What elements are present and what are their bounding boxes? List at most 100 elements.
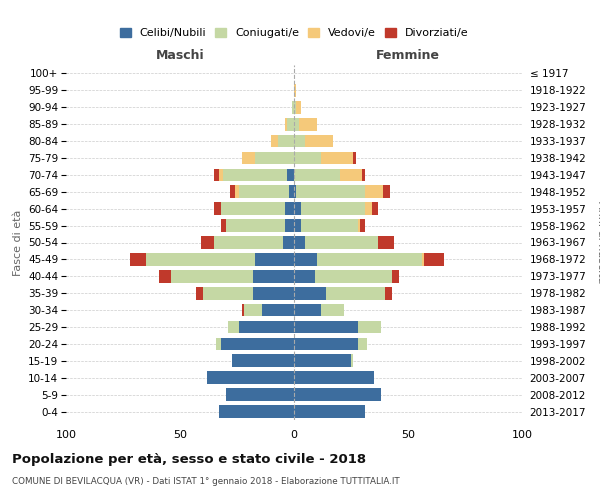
Bar <box>285 220 294 232</box>
Bar <box>239 186 289 198</box>
Bar <box>253 270 294 282</box>
Bar <box>383 186 390 198</box>
Bar <box>322 152 353 164</box>
Y-axis label: Fasce di età: Fasce di età <box>13 210 23 276</box>
Bar <box>285 118 287 130</box>
Bar <box>353 152 356 164</box>
Bar <box>294 134 305 147</box>
Bar <box>301 220 358 232</box>
Bar <box>230 186 235 198</box>
Bar <box>294 236 305 249</box>
Bar <box>314 270 392 282</box>
Bar <box>235 186 239 198</box>
Bar <box>287 168 294 181</box>
Bar <box>385 287 392 300</box>
Bar <box>301 202 365 215</box>
Bar <box>221 202 285 215</box>
Legend: Celibi/Nubili, Coniugati/e, Vedovi/e, Divorziati/e: Celibi/Nubili, Coniugati/e, Vedovi/e, Di… <box>116 24 472 42</box>
Bar <box>294 354 351 367</box>
Bar <box>296 101 301 114</box>
Bar <box>305 134 333 147</box>
Bar <box>379 236 394 249</box>
Bar <box>196 287 203 300</box>
Bar <box>294 220 301 232</box>
Bar <box>244 304 262 316</box>
Bar <box>294 270 314 282</box>
Bar <box>226 220 285 232</box>
Bar <box>223 168 287 181</box>
Bar <box>242 304 244 316</box>
Bar <box>292 101 294 114</box>
Bar <box>371 202 379 215</box>
Bar <box>208 372 294 384</box>
Bar <box>294 338 358 350</box>
Bar <box>219 405 294 418</box>
Bar <box>358 338 367 350</box>
Bar <box>294 118 299 130</box>
Bar <box>299 118 317 130</box>
Bar <box>262 304 294 316</box>
Bar <box>392 270 399 282</box>
Bar <box>294 186 296 198</box>
Bar <box>294 202 301 215</box>
Bar <box>283 236 294 249</box>
Bar <box>296 186 365 198</box>
Bar <box>214 168 219 181</box>
Bar <box>287 118 294 130</box>
Bar <box>214 236 283 249</box>
Bar <box>294 152 322 164</box>
Bar <box>214 202 221 215</box>
Bar <box>200 236 214 249</box>
Bar <box>228 320 239 334</box>
Bar <box>217 338 221 350</box>
Bar <box>294 388 380 401</box>
Bar <box>294 84 296 96</box>
Bar <box>351 354 353 367</box>
Bar <box>365 202 371 215</box>
Bar <box>294 320 358 334</box>
Bar <box>255 152 294 164</box>
Bar <box>326 287 385 300</box>
Bar <box>278 134 294 147</box>
Bar <box>294 287 326 300</box>
Bar <box>360 220 365 232</box>
Bar <box>232 354 294 367</box>
Bar <box>424 253 445 266</box>
Bar <box>221 220 226 232</box>
Bar <box>285 202 294 215</box>
Bar <box>239 320 294 334</box>
Bar <box>358 320 380 334</box>
Bar <box>226 388 294 401</box>
Text: Maschi: Maschi <box>155 48 205 62</box>
Bar <box>294 168 340 181</box>
Text: Femmine: Femmine <box>376 48 440 62</box>
Bar <box>362 168 365 181</box>
Bar <box>294 101 296 114</box>
Bar <box>271 134 278 147</box>
Bar <box>358 220 360 232</box>
Y-axis label: Anni di nascita: Anni di nascita <box>596 201 600 284</box>
Bar <box>340 168 362 181</box>
Bar <box>171 270 253 282</box>
Text: COMUNE DI BEVILACQUA (VR) - Dati ISTAT 1° gennaio 2018 - Elaborazione TUTTITALIA: COMUNE DI BEVILACQUA (VR) - Dati ISTAT 1… <box>12 478 400 486</box>
Bar <box>203 287 253 300</box>
Bar <box>289 186 294 198</box>
Bar <box>294 372 374 384</box>
Bar <box>160 270 171 282</box>
Bar <box>146 253 255 266</box>
Bar <box>130 253 146 266</box>
Bar <box>305 236 379 249</box>
Text: Popolazione per età, sesso e stato civile - 2018: Popolazione per età, sesso e stato civil… <box>12 452 366 466</box>
Bar <box>365 186 383 198</box>
Bar <box>422 253 424 266</box>
Bar <box>294 304 322 316</box>
Bar <box>253 287 294 300</box>
Bar <box>219 168 223 181</box>
Bar <box>221 338 294 350</box>
Bar <box>317 253 422 266</box>
Bar <box>242 152 255 164</box>
Bar <box>294 253 317 266</box>
Bar <box>255 253 294 266</box>
Bar <box>294 405 365 418</box>
Bar <box>322 304 344 316</box>
